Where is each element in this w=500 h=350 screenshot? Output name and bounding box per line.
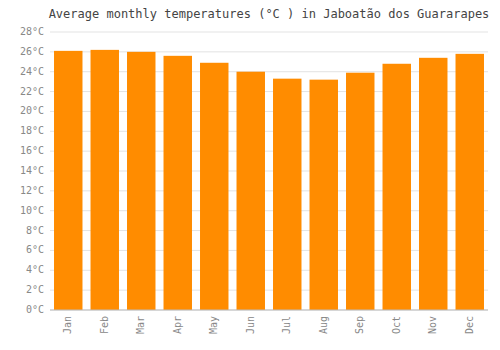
bar (200, 63, 228, 310)
bar (419, 58, 447, 310)
y-tick-label: 8°C (26, 225, 44, 236)
y-tick-label: 24°C (20, 66, 44, 77)
bar (127, 52, 155, 310)
chart-title: Average monthly temperatures (°C ) in Ja… (49, 7, 490, 21)
y-tick-label: 6°C (26, 244, 44, 255)
y-tick-label: 16°C (20, 145, 44, 156)
bar (346, 73, 374, 310)
y-tick-label: 2°C (26, 284, 44, 295)
grid-line (50, 310, 488, 311)
y-tick-label: 20°C (20, 105, 44, 116)
bar (383, 64, 411, 310)
x-axis-line (50, 310, 488, 311)
y-tick-label: 12°C (20, 185, 44, 196)
x-tick-label: Jul (281, 316, 292, 334)
bar (164, 56, 192, 310)
y-tick-label: 14°C (20, 165, 44, 176)
x-tick-label: Oct (391, 316, 402, 334)
x-tick-label: Sep (354, 316, 365, 334)
y-tick-label: 18°C (20, 125, 44, 136)
bar (54, 51, 82, 310)
y-tick-label: 28°C (20, 26, 44, 37)
grid (50, 32, 488, 310)
x-tick-label: Nov (427, 316, 438, 334)
x-tick-label: Dec (464, 316, 475, 334)
chart-svg: Average monthly temperatures (°C ) in Ja… (0, 0, 500, 350)
x-axis: Jan Feb Mar Apr May Jun Jul Aug Sep Oct Nov Dec (62, 316, 475, 334)
bar (456, 54, 484, 310)
y-tick-label: 0°C (26, 304, 44, 315)
x-tick-label: Aug (318, 316, 329, 334)
bar (310, 80, 338, 310)
x-tick-label: Jan (62, 316, 73, 334)
bar (273, 79, 301, 310)
y-tick-label: 4°C (26, 264, 44, 275)
x-tick-label: Mar (135, 316, 146, 334)
y-tick-label: 26°C (20, 46, 44, 57)
x-tick-label: Feb (99, 316, 110, 334)
y-tick-label: 22°C (20, 86, 44, 97)
x-tick-label: Apr (172, 316, 183, 334)
y-axis: 0°C 2°C 4°C 6°C 8°C 10°C 12°C 14°C 16°C 18°C 20°C 2… (20, 26, 44, 315)
bars (54, 50, 484, 310)
bar (237, 72, 265, 310)
x-tick-label: Jun (245, 316, 256, 334)
x-tick-label: May (208, 316, 219, 334)
chart-container: Average monthly temperatures (°C ) in Ja… (0, 0, 500, 350)
y-tick-label: 10°C (20, 205, 44, 216)
bar (91, 50, 119, 310)
grid-line (50, 32, 488, 33)
